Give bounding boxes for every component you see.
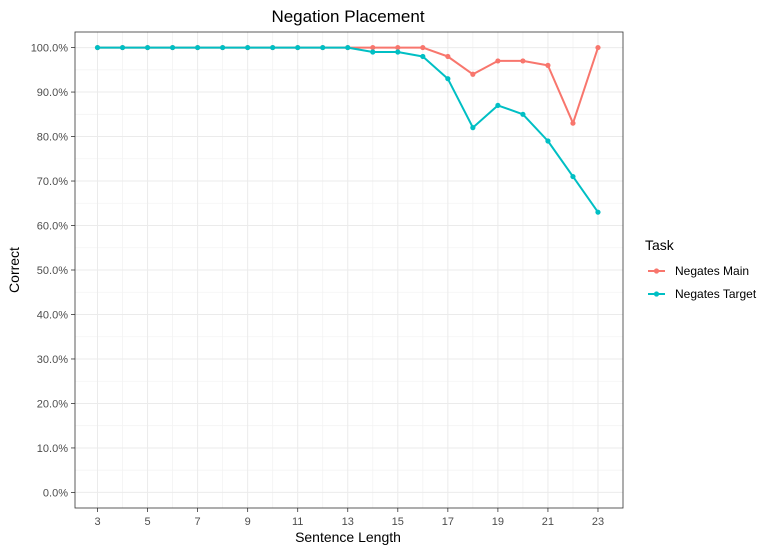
- data-point: [495, 102, 501, 109]
- data-point: [420, 53, 426, 60]
- y-tick-label: 90.0%: [37, 87, 68, 99]
- x-tick-label: 21: [542, 516, 554, 528]
- data-point: [545, 138, 551, 144]
- data-point: [119, 44, 126, 51]
- legend: Task Negates Main Negates Target: [645, 237, 757, 301]
- data-point: [470, 71, 476, 77]
- data-point: [445, 53, 451, 60]
- x-tick-label: 9: [245, 516, 251, 528]
- x-tick-label: 19: [492, 516, 504, 528]
- y-tick-label: 70.0%: [37, 176, 68, 188]
- y-tick-label: 40.0%: [37, 309, 68, 321]
- x-tick-label: 17: [442, 516, 454, 528]
- x-tick-label: 15: [392, 516, 404, 528]
- y-tick-label: 60.0%: [37, 221, 68, 233]
- y-tick-label: 50.0%: [37, 265, 68, 277]
- x-tick-label: 11: [292, 516, 303, 528]
- data-point: [320, 44, 326, 51]
- legend-item: Negates Main: [648, 264, 749, 278]
- data-point: [570, 120, 576, 126]
- data-point: [370, 44, 376, 51]
- data-point: [445, 76, 451, 82]
- data-point: [495, 58, 501, 64]
- data-point: [144, 44, 151, 51]
- data-point: [595, 44, 601, 51]
- data-point: [220, 44, 226, 51]
- y-tick-label: 80.0%: [37, 132, 68, 144]
- series-layer: [94, 44, 601, 215]
- y-axis: 0.0% 10.0% 20.0% 30.0% 40.0% 50.0% 60.0% 70.0% 8…: [31, 43, 75, 499]
- chart-title: Negation Placement: [271, 7, 424, 26]
- data-point: [169, 44, 176, 51]
- x-tick-label: 5: [145, 516, 151, 528]
- legend-label: Negates Main: [675, 264, 749, 278]
- data-point: [595, 209, 601, 215]
- y-axis-title: Correct: [6, 247, 22, 293]
- x-tick-label: 3: [94, 516, 100, 528]
- x-axis: 3 5 7 9 11 13 15 17 19 21 23: [94, 508, 604, 528]
- series-negates-target: [94, 44, 601, 215]
- legend-key-point: [653, 291, 660, 297]
- data-point: [470, 125, 476, 131]
- y-tick-label: 10.0%: [37, 443, 68, 455]
- legend-label: Negates Target: [675, 287, 757, 301]
- data-point: [395, 44, 401, 51]
- x-tick-label: 13: [342, 516, 354, 528]
- data-point: [195, 44, 201, 51]
- data-point: [94, 44, 101, 51]
- x-tick-label: 23: [592, 516, 604, 528]
- y-tick-label: 20.0%: [37, 398, 68, 410]
- data-point: [370, 49, 376, 55]
- y-tick-label: 30.0%: [37, 354, 68, 366]
- x-axis-title: Sentence Length: [295, 529, 401, 545]
- data-point: [570, 173, 576, 180]
- data-point: [520, 111, 526, 117]
- legend-key-point: [653, 268, 660, 274]
- x-tick-label: 7: [195, 516, 201, 528]
- y-tick-label: 100.0%: [31, 43, 69, 55]
- data-point: [245, 44, 251, 51]
- y-tick-label: 0.0%: [43, 487, 68, 499]
- data-point: [420, 44, 426, 51]
- data-point: [270, 44, 276, 51]
- data-point: [520, 58, 526, 64]
- legend-item: Negates Target: [648, 287, 757, 301]
- data-point: [545, 62, 551, 68]
- data-point: [295, 44, 301, 51]
- data-point: [395, 49, 401, 55]
- data-point: [345, 44, 351, 51]
- legend-title: Task: [645, 237, 675, 253]
